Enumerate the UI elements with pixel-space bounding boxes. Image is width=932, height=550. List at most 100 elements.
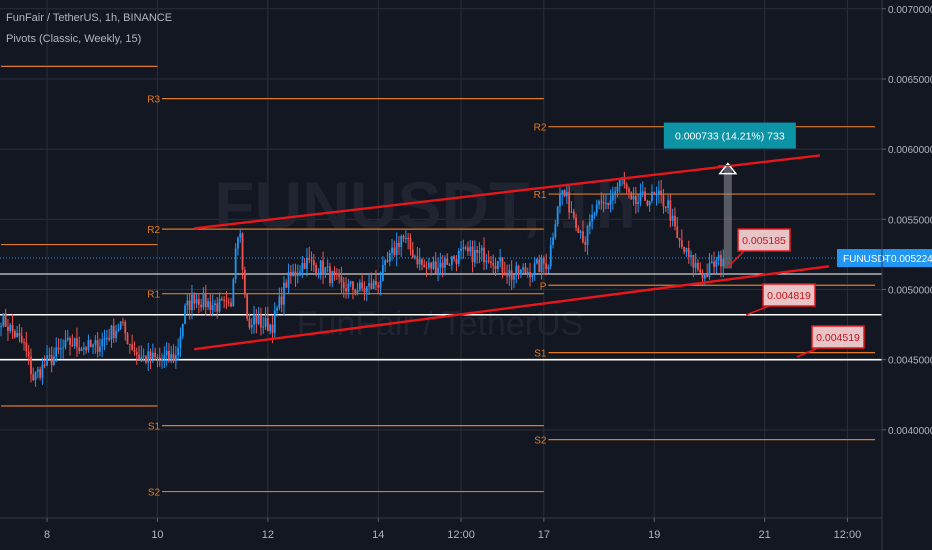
pivot-label-r1: R1 — [147, 290, 160, 301]
candle-body — [455, 259, 458, 264]
candle-body — [80, 349, 83, 351]
candle-body — [211, 305, 214, 310]
measure-tool[interactable]: 0.000733 (14.21%) 733 — [663, 122, 796, 269]
candle-body — [76, 338, 78, 348]
support-lines — [0, 273, 882, 361]
price-channel[interactable] — [194, 154, 830, 351]
time-axis[interactable]: 8 10 12 14 12:00 17 19 21 12:00 — [0, 517, 882, 541]
candle-body — [133, 349, 136, 353]
candle-body — [644, 191, 646, 201]
candle-body — [253, 314, 255, 325]
candle-body — [69, 337, 71, 345]
candle-body — [460, 248, 462, 251]
channel-lower-line[interactable] — [194, 265, 830, 351]
candle-body — [172, 354, 175, 362]
pivot-label-s1: S1 — [148, 422, 161, 433]
candle-body — [510, 270, 513, 280]
candle-body — [266, 317, 269, 332]
candle-body — [214, 303, 216, 306]
candle-body — [503, 272, 506, 276]
callout-box-0[interactable] — [737, 228, 791, 252]
candle-body — [706, 273, 709, 278]
candle-body — [651, 191, 653, 201]
candle-body — [508, 270, 511, 277]
y-tick-label-2: 0.0060000 — [888, 145, 932, 156]
candle-body — [593, 213, 596, 215]
candle-body — [625, 184, 628, 189]
candle-body — [41, 364, 44, 378]
candle-body — [513, 275, 515, 280]
candle-body — [368, 283, 370, 287]
candle-body — [39, 369, 42, 378]
candle-body — [667, 200, 669, 208]
candle-body — [425, 267, 428, 269]
candle-body — [122, 321, 124, 323]
candle-body — [467, 247, 469, 252]
candle-body — [370, 283, 373, 289]
candle-body — [322, 260, 324, 275]
candle-body — [586, 226, 589, 245]
indicator-title[interactable]: Pivots (Classic, Weekly, 15) — [6, 33, 142, 45]
callout-label-0: 0.005185 — [742, 235, 786, 247]
candle-body — [485, 260, 488, 263]
callout-box-1[interactable] — [762, 283, 816, 307]
candle-body — [18, 332, 21, 336]
y-tick-label-5: 0.0045000 — [888, 356, 932, 367]
y-tick-label-3: 0.0055000 — [888, 215, 932, 226]
candle-body — [59, 348, 62, 350]
candle-body — [421, 259, 423, 265]
candle-body — [202, 292, 205, 308]
candle-body — [92, 344, 94, 347]
candle-body — [506, 275, 508, 277]
x-tick-label-7: 21 — [759, 529, 771, 541]
candle-body — [324, 267, 327, 275]
candle-body — [609, 200, 612, 206]
channel-upper-line[interactable] — [194, 154, 820, 230]
price-axis[interactable]: 0.0070000 0.0065000 0.0060000 0.0055000 0.00… — [881, 0, 932, 550]
symbol-title[interactable]: FunFair / TetherUS, 1h, BINANCE — [6, 12, 173, 24]
candle-body — [444, 258, 446, 268]
candle-body — [570, 211, 573, 213]
candle-body — [115, 330, 117, 339]
candle-body — [494, 265, 497, 269]
measure-label-box — [663, 122, 796, 149]
x-tick-label-3: 14 — [372, 529, 384, 541]
candle-body — [713, 261, 715, 267]
candle-body — [690, 255, 692, 257]
candle-body — [184, 305, 186, 324]
pivot-label-r2: R2 — [534, 123, 547, 134]
candle-body — [648, 200, 651, 206]
candle-body — [62, 347, 65, 349]
candle-body — [195, 299, 198, 304]
candle-body — [446, 258, 449, 265]
candle-body — [181, 323, 184, 337]
candle-body — [306, 257, 308, 269]
previous-pivot-levels — [1, 65, 158, 407]
candle-body — [241, 233, 244, 270]
candle-body — [283, 282, 285, 305]
pivot-label-r2: R2 — [147, 225, 160, 236]
candle-body — [568, 192, 571, 213]
x-tick-label-2: 12 — [262, 529, 274, 541]
candle-body — [186, 300, 189, 306]
y-tick-label-1: 0.0065000 — [888, 75, 932, 86]
candle-body — [168, 350, 170, 360]
candle-body — [646, 200, 649, 206]
candle-body — [536, 259, 538, 264]
candle-body — [639, 192, 642, 202]
candle-body — [710, 261, 713, 264]
candle-body — [163, 355, 166, 359]
candle-body — [289, 271, 292, 277]
candle-body — [526, 271, 529, 273]
candle-body — [464, 247, 467, 249]
candle-body — [149, 351, 152, 360]
price-annotations[interactable]: 0.005185 0.004819 0.004519 — [727, 228, 865, 358]
measure-arrowhead — [718, 162, 738, 175]
callout-box-2[interactable] — [811, 325, 865, 349]
candle-body — [237, 237, 239, 249]
candle-body — [542, 257, 545, 264]
candle-body — [517, 265, 520, 275]
candle-body — [462, 247, 465, 249]
candle-body — [243, 269, 246, 295]
